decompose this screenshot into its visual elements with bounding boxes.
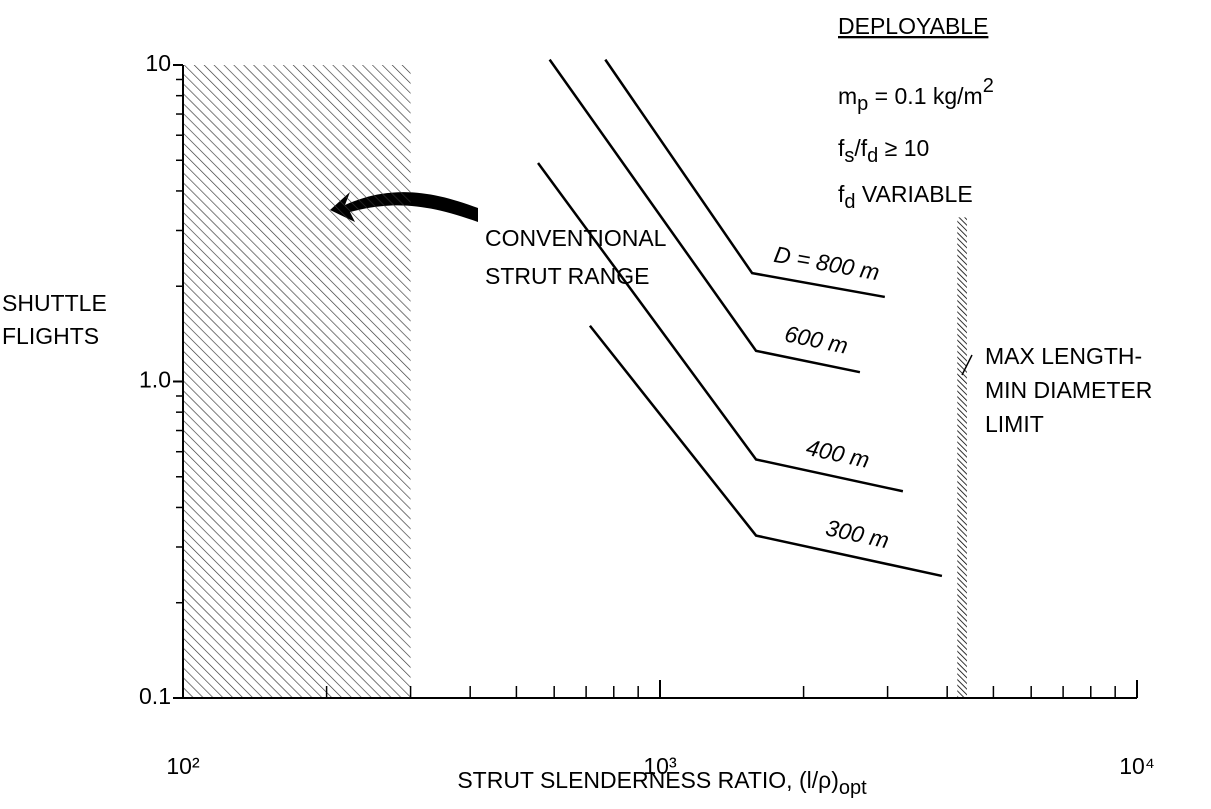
hatched-region — [957, 217, 967, 699]
series-label: 600 m — [782, 320, 850, 358]
series-line — [548, 58, 861, 374]
annotation-line: MAX LENGTH- — [985, 343, 1142, 369]
note: fs/fd ≥ 10 — [838, 135, 929, 167]
annotation-line: LIMIT — [985, 411, 1044, 437]
series-line — [588, 324, 943, 578]
annotation-line: STRUT RANGE — [485, 263, 649, 289]
text-part: f — [838, 135, 845, 161]
text-part: DEPLOYABLE — [838, 13, 988, 39]
y-tick-label: 1.0 — [139, 367, 171, 393]
text-part: f — [838, 181, 845, 207]
text-part: VARIABLE — [856, 181, 973, 207]
y-axis-label: SHUTTLE FLIGHTS — [2, 290, 107, 349]
annotation-line: CONVENTIONAL — [485, 225, 667, 251]
series-line — [537, 162, 904, 493]
text-part: d — [867, 145, 878, 167]
annotation: MAX LENGTH- MIN DIAMETER LIMIT — [985, 343, 1152, 437]
x-tick-label: 10² — [166, 753, 200, 779]
text-part: d — [844, 191, 855, 213]
y-axis-label-line: SHUTTLE — [2, 290, 107, 316]
text-part: opt — [839, 777, 867, 799]
text-part: = 0.1 kg/m — [868, 83, 982, 109]
note: fd VARIABLE — [838, 181, 973, 213]
annotation-line: MIN DIAMETER — [985, 377, 1152, 403]
series-label: 300 m — [823, 514, 891, 553]
annotation: CONVENTIONAL STRUT RANGE — [485, 225, 667, 289]
text-part: p — [857, 93, 868, 115]
text-part: s — [844, 145, 854, 167]
text-part: m — [838, 83, 857, 109]
y-tick-label: 0.1 — [139, 683, 171, 709]
note: DEPLOYABLE — [838, 13, 988, 39]
text-part: STRUT SLENDERNESS RATIO, (l/ρ) — [457, 767, 839, 793]
text-part: 2 — [983, 75, 994, 97]
series-label: 400 m — [804, 434, 872, 473]
x-tick-label: 10³ — [643, 753, 677, 779]
text-part: ≥ 10 — [878, 135, 929, 161]
x-tick-label: 10⁴ — [1119, 753, 1154, 779]
note: mp = 0.1 kg/m2 — [838, 75, 994, 115]
y-axis-label-line: FLIGHTS — [2, 323, 99, 349]
x-axis-label: STRUT SLENDERNESS RATIO, (l/ρ)opt — [457, 767, 867, 799]
text-part: /f — [854, 135, 867, 161]
y-tick-label: 10 — [145, 50, 171, 76]
series-line — [604, 58, 886, 299]
hatched-region — [183, 65, 411, 698]
